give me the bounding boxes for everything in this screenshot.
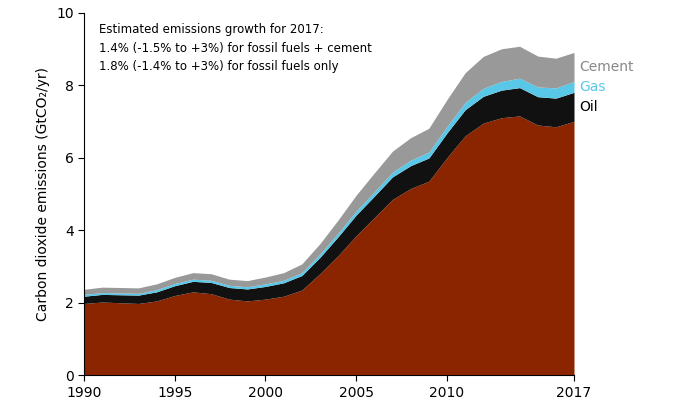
- Text: Estimated emissions growth for 2017:
1.4% (-1.5% to +3%) for fossil fuels + ceme: Estimated emissions growth for 2017: 1.4…: [99, 23, 372, 73]
- Text: Oil: Oil: [579, 100, 598, 114]
- Text: Coal: Coal: [483, 239, 519, 257]
- Y-axis label: Carbon dioxide emissions (GtCO₂/yr): Carbon dioxide emissions (GtCO₂/yr): [36, 67, 50, 321]
- Text: Cement: Cement: [579, 60, 634, 74]
- Text: Gas: Gas: [579, 80, 606, 94]
